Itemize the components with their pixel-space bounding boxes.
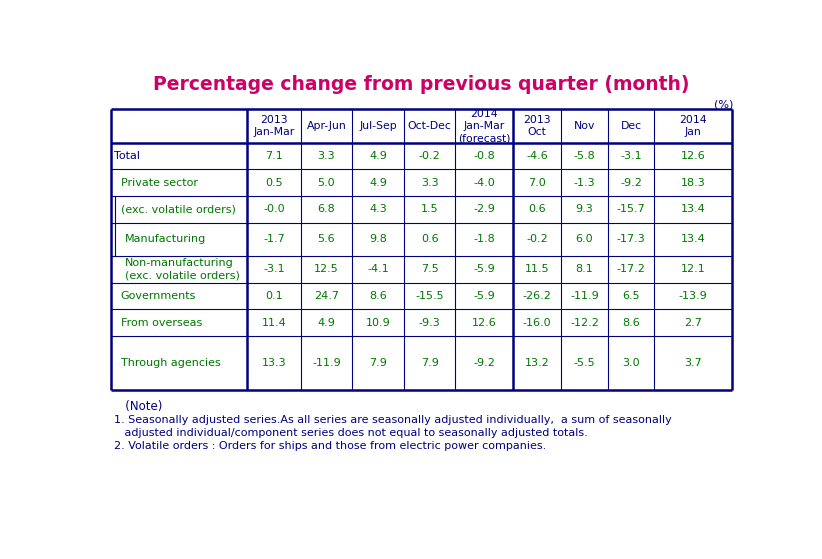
Text: 8.6: 8.6 bbox=[622, 318, 640, 328]
Text: 8.6: 8.6 bbox=[369, 291, 387, 301]
Text: 5.6: 5.6 bbox=[317, 234, 335, 244]
Text: 11.4: 11.4 bbox=[261, 318, 286, 328]
Text: -5.9: -5.9 bbox=[473, 291, 495, 301]
Text: -3.1: -3.1 bbox=[263, 264, 284, 274]
Text: -9.2: -9.2 bbox=[473, 358, 496, 368]
Text: 7.9: 7.9 bbox=[421, 358, 439, 368]
Text: -5.8: -5.8 bbox=[574, 151, 595, 161]
Text: 12.6: 12.6 bbox=[681, 151, 705, 161]
Text: -0.2: -0.2 bbox=[418, 151, 441, 161]
Text: Dec: Dec bbox=[621, 121, 642, 131]
Text: 3.0: 3.0 bbox=[622, 358, 640, 368]
Text: Jul-Sep: Jul-Sep bbox=[359, 121, 397, 131]
Text: (%): (%) bbox=[714, 99, 733, 109]
Text: Apr-Jun: Apr-Jun bbox=[307, 121, 346, 131]
Text: 2. Volatile orders : Orders for ships and those from electric power companies.: 2. Volatile orders : Orders for ships an… bbox=[114, 441, 547, 451]
Text: -0.8: -0.8 bbox=[473, 151, 495, 161]
Text: -2.9: -2.9 bbox=[473, 205, 496, 214]
Text: -16.0: -16.0 bbox=[523, 318, 552, 328]
Text: 2.7: 2.7 bbox=[684, 318, 702, 328]
Text: -3.1: -3.1 bbox=[621, 151, 642, 161]
Text: 11.5: 11.5 bbox=[525, 264, 549, 274]
Text: From overseas: From overseas bbox=[121, 318, 202, 328]
Text: 12.1: 12.1 bbox=[681, 264, 705, 274]
Text: 9.8: 9.8 bbox=[369, 234, 387, 244]
Text: Manufacturing: Manufacturing bbox=[125, 234, 206, 244]
Text: 12.6: 12.6 bbox=[472, 318, 496, 328]
Text: -4.0: -4.0 bbox=[473, 178, 495, 188]
Text: 13.3: 13.3 bbox=[261, 358, 286, 368]
Text: Governments: Governments bbox=[121, 291, 196, 301]
Text: Oct-Dec: Oct-Dec bbox=[408, 121, 451, 131]
Text: 0.5: 0.5 bbox=[266, 178, 283, 188]
Text: -13.9: -13.9 bbox=[679, 291, 708, 301]
Text: -17.2: -17.2 bbox=[616, 264, 645, 274]
Text: Non-manufacturing
(exc. volatile orders): Non-manufacturing (exc. volatile orders) bbox=[125, 258, 240, 280]
Text: -4.6: -4.6 bbox=[526, 151, 548, 161]
Text: 3.3: 3.3 bbox=[421, 178, 438, 188]
Text: -4.1: -4.1 bbox=[367, 264, 389, 274]
Text: -11.9: -11.9 bbox=[570, 291, 598, 301]
Text: 7.0: 7.0 bbox=[529, 178, 546, 188]
Text: 3.7: 3.7 bbox=[685, 358, 702, 368]
Text: 6.8: 6.8 bbox=[317, 205, 335, 214]
Text: Total: Total bbox=[114, 151, 141, 161]
Text: -0.0: -0.0 bbox=[263, 205, 284, 214]
Text: 12.5: 12.5 bbox=[314, 264, 339, 274]
Text: -1.8: -1.8 bbox=[473, 234, 495, 244]
Text: 7.9: 7.9 bbox=[369, 358, 387, 368]
Text: 1.5: 1.5 bbox=[421, 205, 438, 214]
Text: -11.9: -11.9 bbox=[312, 358, 341, 368]
Text: 2013
Jan-Mar: 2013 Jan-Mar bbox=[253, 115, 294, 137]
Text: 13.4: 13.4 bbox=[681, 205, 705, 214]
Text: 13.2: 13.2 bbox=[524, 358, 550, 368]
Text: 0.6: 0.6 bbox=[529, 205, 546, 214]
Text: 4.9: 4.9 bbox=[369, 151, 387, 161]
Text: 4.9: 4.9 bbox=[317, 318, 335, 328]
Text: 24.7: 24.7 bbox=[314, 291, 339, 301]
Text: -1.7: -1.7 bbox=[263, 234, 285, 244]
Text: (Note): (Note) bbox=[114, 400, 163, 413]
Text: 2013
Oct: 2013 Oct bbox=[524, 115, 551, 137]
Text: -12.2: -12.2 bbox=[570, 318, 599, 328]
Text: 18.3: 18.3 bbox=[681, 178, 705, 188]
Text: 0.6: 0.6 bbox=[421, 234, 438, 244]
Text: 3.3: 3.3 bbox=[317, 151, 335, 161]
Text: Nov: Nov bbox=[574, 121, 595, 131]
Text: 9.3: 9.3 bbox=[575, 205, 593, 214]
Text: adjusted individual/component series does not equal to seasonally adjusted total: adjusted individual/component series doe… bbox=[114, 428, 588, 438]
Text: Percentage change from previous quarter (month): Percentage change from previous quarter … bbox=[153, 74, 690, 93]
Text: -15.5: -15.5 bbox=[415, 291, 444, 301]
Text: 5.0: 5.0 bbox=[317, 178, 335, 188]
Text: Through agencies: Through agencies bbox=[121, 358, 220, 368]
Text: 8.1: 8.1 bbox=[575, 264, 593, 274]
Text: -26.2: -26.2 bbox=[523, 291, 552, 301]
Text: 1. Seasonally adjusted series.As all series are seasonally adjusted individually: 1. Seasonally adjusted series.As all ser… bbox=[114, 415, 672, 425]
Text: 7.5: 7.5 bbox=[421, 264, 439, 274]
Text: 4.3: 4.3 bbox=[369, 205, 387, 214]
Text: 2014
Jan-Mar
(forecast): 2014 Jan-Mar (forecast) bbox=[458, 109, 510, 143]
Text: 10.9: 10.9 bbox=[366, 318, 390, 328]
Text: 7.1: 7.1 bbox=[265, 151, 283, 161]
Text: -9.2: -9.2 bbox=[620, 178, 642, 188]
Text: 4.9: 4.9 bbox=[369, 178, 387, 188]
Text: (exc. volatile orders): (exc. volatile orders) bbox=[121, 205, 235, 214]
Text: -9.3: -9.3 bbox=[418, 318, 441, 328]
Text: -1.3: -1.3 bbox=[574, 178, 595, 188]
Text: -15.7: -15.7 bbox=[616, 205, 645, 214]
Text: 6.0: 6.0 bbox=[575, 234, 593, 244]
Text: 2014
Jan: 2014 Jan bbox=[680, 115, 707, 137]
Text: -5.9: -5.9 bbox=[473, 264, 495, 274]
Text: 13.4: 13.4 bbox=[681, 234, 705, 244]
Text: 6.5: 6.5 bbox=[622, 291, 640, 301]
Text: 0.1: 0.1 bbox=[266, 291, 283, 301]
Text: -17.3: -17.3 bbox=[616, 234, 645, 244]
Text: Private sector: Private sector bbox=[121, 178, 197, 188]
Text: -0.2: -0.2 bbox=[526, 234, 548, 244]
Text: -5.5: -5.5 bbox=[574, 358, 595, 368]
